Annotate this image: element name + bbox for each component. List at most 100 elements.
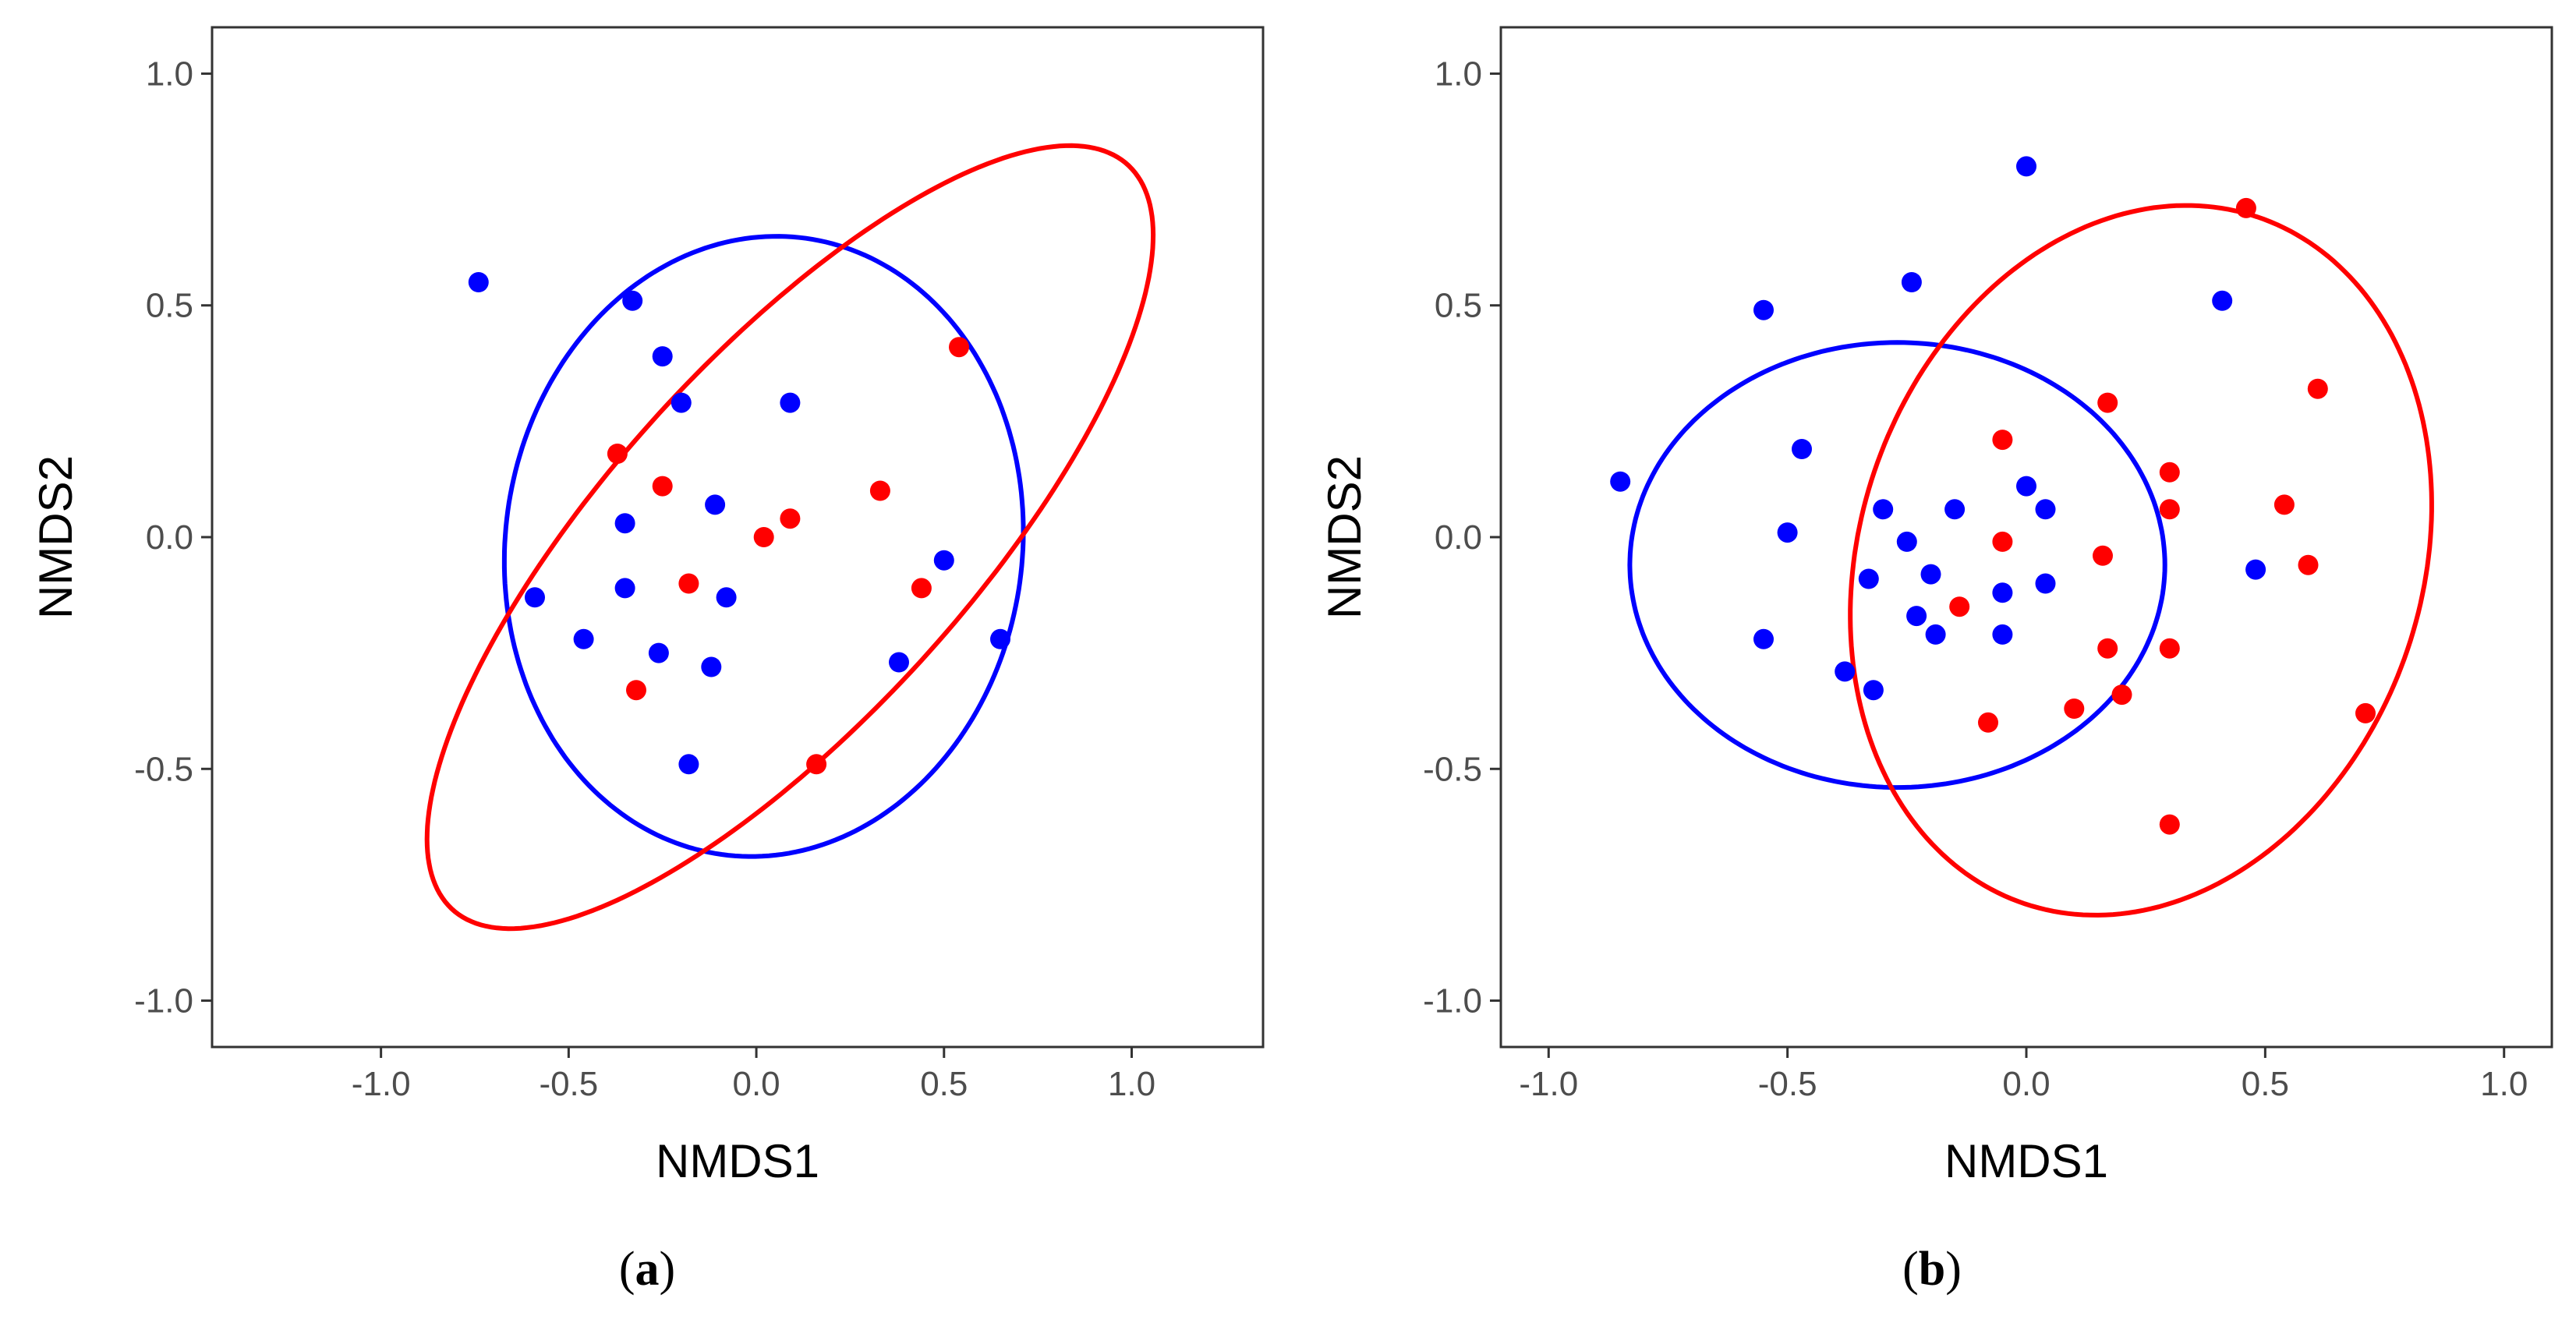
panel-b-caption: (b) (1902, 1243, 1962, 1296)
panel-b-point-blue-6 (1753, 628, 1774, 649)
panel-a-border (211, 26, 1265, 1049)
panel-a-y-tick-label: -1.0 (134, 982, 193, 1020)
panel-b-x-tick-label: 0.5 (2242, 1065, 2289, 1103)
panel-b-point-blue-13 (1920, 564, 1941, 585)
panel-a-point-red-2 (780, 508, 801, 529)
panel-a-point-red-6 (869, 480, 890, 501)
panel-b-y-tick-label: -1.0 (1423, 982, 1482, 1020)
panel-b-point-blue-22 (2245, 559, 2266, 580)
panel-a-ellipse-red (424, 143, 1156, 932)
panel-b-point-red-10 (2298, 554, 2319, 575)
panel-b-point-blue-21 (2212, 290, 2233, 311)
panel-b-y-tick-label: -0.5 (1423, 750, 1482, 788)
panel-b-point-blue-4 (1792, 439, 1812, 459)
panel-a-point-blue-5 (614, 513, 635, 534)
panel-a-points (468, 272, 1010, 775)
panel-b-border (1499, 26, 2553, 1049)
panel-b-point-blue-9 (1858, 568, 1879, 589)
panel-b-point-blue-5 (1777, 522, 1798, 543)
panel-a-caption: (a) (619, 1243, 675, 1296)
panel-b-y-axis-title: NMDS2 (1318, 455, 1371, 619)
panel-b-points (1610, 156, 2376, 835)
panel-b-point-blue-15 (1944, 499, 1966, 520)
panel-a-point-blue-12 (701, 656, 722, 677)
panel-a-x-tick-label: -1.0 (352, 1065, 411, 1103)
panel-b-point-blue-3 (1610, 471, 1631, 492)
panel-b-point-red-15 (2111, 684, 2132, 706)
panel-a-y-axis-title: NMDS2 (30, 455, 82, 619)
panel-b-point-blue-14 (1925, 624, 1946, 645)
panel-a-point-red-9 (806, 754, 827, 775)
panel-a-point-blue-13 (933, 550, 954, 571)
panel-b-point-blue-0 (2016, 156, 2036, 177)
panel-a-point-blue-4 (780, 392, 801, 413)
panel-a: -1.0 -0.5 0.0 0.5 1.0 -1.0 -0.5 0.0 0.5 1.0 NMDS1… (30, 26, 1265, 1296)
panel-b-point-red-13 (1978, 712, 1998, 733)
panel-b-ellipses (1627, 203, 2434, 918)
panel-a-y-tick-label: 0.0 (146, 518, 193, 557)
panel-a-point-red-1 (652, 476, 673, 497)
panel-b-x-tick-label: -1.0 (1519, 1065, 1578, 1103)
panel-b-point-blue-7 (1835, 661, 1856, 682)
panel-b-ellipse-red (1848, 203, 2434, 918)
panel-b-point-blue-10 (1873, 499, 1894, 520)
panel-a-point-red-0 (607, 444, 628, 464)
panel-a-point-blue-16 (678, 754, 699, 775)
panel-a-y-tick-label: -0.5 (134, 750, 193, 788)
panel-a-point-blue-9 (716, 587, 737, 608)
panel-a-ellipses (424, 143, 1156, 932)
panel-a-x-tick-label: 0.0 (732, 1065, 780, 1103)
panel-b-point-red-16 (2355, 702, 2376, 723)
panel-b-point-blue-1 (1753, 299, 1774, 320)
panel-b-point-red-9 (2093, 545, 2113, 566)
panel-a-point-blue-14 (990, 628, 1010, 649)
panel-b-axes: -1.0 -0.5 0.0 0.5 1.0 -1.0 -0.5 0.0 0.5 1.0 (1423, 55, 2528, 1103)
panel-b-point-red-12 (2159, 638, 2180, 659)
panel-a-point-red-7 (949, 337, 969, 358)
panel-b-point-blue-20 (2035, 573, 2056, 594)
panel-b-point-blue-11 (1896, 531, 1917, 552)
panel-b-x-tick-label: -0.5 (1758, 1065, 1817, 1103)
panel-a-point-blue-2 (652, 346, 673, 367)
panel-b-point-blue-8 (1863, 680, 1884, 701)
panel-b-point-red-1 (1992, 430, 2013, 451)
panel-a-point-blue-1 (622, 290, 643, 311)
panel-a-x-tick-label: 0.5 (920, 1065, 968, 1103)
panel-a-point-blue-6 (705, 494, 726, 515)
panel-b-point-blue-17 (1992, 624, 2013, 645)
panel-b-point-blue-16 (1992, 582, 2013, 603)
panel-a-y-tick-label: 0.5 (146, 287, 193, 325)
panel-b-point-red-7 (1992, 531, 2013, 552)
panel-a-point-blue-3 (671, 392, 692, 413)
panel-a-point-blue-7 (614, 578, 635, 599)
panel-b-point-blue-2 (1901, 272, 1922, 292)
panel-b-y-tick-label: 0.0 (1435, 518, 1482, 557)
panel-b-point-red-3 (2307, 378, 2328, 399)
panel-a-point-blue-11 (648, 642, 669, 663)
panel-b-point-red-8 (1949, 596, 1970, 617)
panel-a-point-red-8 (911, 578, 932, 599)
panel-a-point-blue-0 (468, 272, 489, 292)
panel-a-y-tick-label: 1.0 (146, 55, 193, 93)
panel-a-point-red-5 (626, 680, 646, 701)
panel-b-point-blue-18 (2016, 476, 2036, 497)
panel-a-x-tick-label: 1.0 (1108, 1065, 1155, 1103)
panel-a-point-red-3 (753, 527, 774, 547)
panel-a-x-tick-label: -0.5 (539, 1065, 598, 1103)
panel-a-point-blue-15 (889, 652, 909, 673)
panel-b-point-red-11 (2097, 638, 2118, 659)
panel-b-point-red-6 (2273, 494, 2295, 515)
panel-b-y-tick-label: 0.5 (1435, 287, 1482, 325)
panel-b-x-tick-label: 1.0 (2480, 1065, 2528, 1103)
panel-b-caption-letter: b (1919, 1243, 1945, 1296)
panel-a-axes: -1.0 -0.5 0.0 0.5 1.0 -1.0 -0.5 0.0 0.5 1.0 (134, 55, 1155, 1103)
panel-b-point-blue-12 (1906, 606, 1927, 627)
panel-b-point-red-2 (2097, 392, 2118, 413)
panel-b-x-axis-title: NMDS1 (1944, 1135, 2108, 1187)
panel-b-point-red-5 (2159, 499, 2180, 520)
panel-b-point-red-14 (2064, 699, 2085, 719)
panel-b-point-red-17 (2159, 814, 2180, 835)
panel-b-x-tick-label: 0.0 (2002, 1065, 2050, 1103)
panel-a-point-blue-10 (573, 628, 594, 649)
